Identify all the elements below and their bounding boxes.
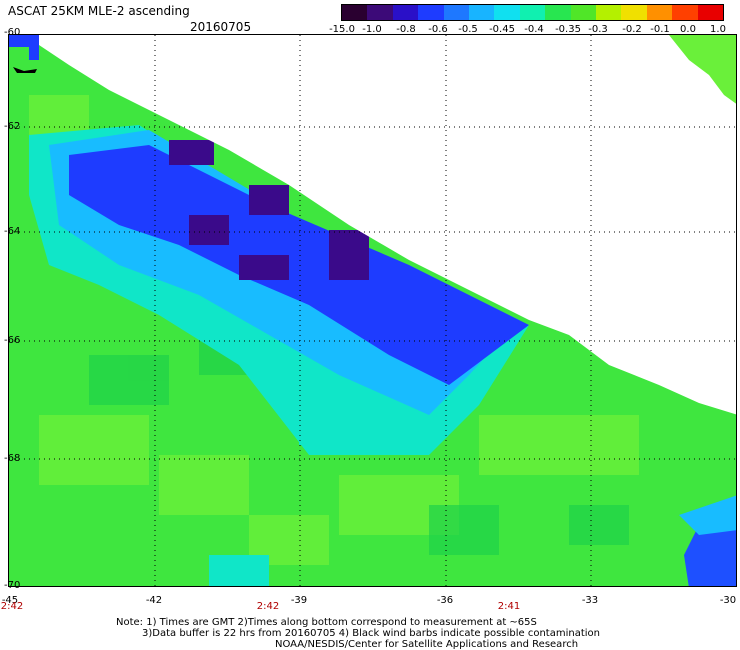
lat-label: -66: [4, 335, 21, 346]
colorbar-swatch: [596, 5, 622, 20]
lon-label: -45: [1, 595, 19, 606]
colorbar-tick-label: -15.0: [329, 24, 355, 35]
colorbar: [341, 4, 724, 21]
colorbar-tick-label: -0.45: [489, 24, 515, 35]
colorbar-swatch: [697, 5, 724, 20]
wind-map: [8, 34, 737, 587]
colorbar-swatch: [519, 5, 546, 20]
colorbar-swatch: [469, 5, 495, 20]
colorbar-tick-label: -0.4: [524, 24, 544, 35]
colorbar-swatch: [672, 5, 698, 20]
lat-label: -60: [4, 27, 21, 38]
lon-label: -33: [581, 595, 599, 606]
blue-zone-se: [684, 515, 736, 586]
footnote: Note: 1) Times are GMT 2)Times along bot…: [116, 617, 600, 650]
colorbar-tick-label: 1.0: [710, 24, 726, 35]
light-green-patches: [29, 95, 639, 565]
footnote-line: Note: 1) Times are GMT 2)Times along bot…: [116, 617, 537, 628]
no-data-area: [39, 35, 736, 415]
footnote-line: 3)Data buffer is 22 hrs from 20160705 4)…: [142, 628, 600, 639]
colorbar-tick-label: 0.0: [680, 24, 696, 35]
purple-zone: [169, 140, 369, 280]
colorbar-swatch: [418, 5, 444, 20]
lon-label: -30: [719, 595, 737, 606]
colorbar-swatch: [392, 5, 419, 20]
colorbar-swatch: [342, 5, 368, 20]
colorbar-tick-label: -0.2: [622, 24, 642, 35]
lon-label: -36: [436, 595, 454, 606]
grid-lines: [9, 35, 736, 586]
footnote-line: NOAA/NESDIS/Center for Satellite Applica…: [275, 639, 579, 650]
blue-zone: [69, 145, 529, 385]
colorbar-tick-label: -0.6: [428, 24, 448, 35]
time-label: 2:42: [0, 601, 24, 612]
colorbar-swatch: [545, 5, 571, 20]
green-swath-ne: [669, 35, 736, 104]
colorbar-tick-label: -0.1: [650, 24, 670, 35]
colorbar-tick-label: -0.8: [396, 24, 416, 35]
colorbar-swatch: [570, 5, 597, 20]
colorbar-tick-label: -0.5: [458, 24, 478, 35]
colorbar-tick-label: -0.35: [555, 24, 581, 35]
colorbar-labels: -15.0 -1.0 -0.8 -0.6 -0.5 -0.45 -0.4 -0.…: [329, 24, 734, 36]
time-label: 2:42: [256, 601, 280, 612]
colorbar-tick-label: -0.3: [588, 24, 608, 35]
product-date: 20160705: [190, 20, 252, 34]
lon-label: -42: [145, 595, 163, 606]
lat-label: -62: [4, 121, 21, 132]
map-canvas: [9, 35, 736, 586]
colorbar-tick-label: -1.0: [362, 24, 382, 35]
colorbar-swatch: [367, 5, 393, 20]
land-contour: [13, 67, 37, 73]
time-label: 2:41: [497, 601, 521, 612]
cyan-zone-se: [679, 495, 736, 535]
lon-label: -39: [290, 595, 308, 606]
lat-label: -64: [4, 226, 21, 237]
colorbar-swatch: [646, 5, 673, 20]
lat-label: -68: [4, 453, 21, 464]
lat-label: -70: [4, 580, 21, 591]
colorbar-swatch: [443, 5, 470, 20]
product-title: ASCAT 25KM MLE-2 ascending: [8, 4, 190, 18]
blue-corner: [9, 35, 39, 60]
colorbar-swatch: [494, 5, 520, 20]
colorbar-swatch: [621, 5, 647, 20]
